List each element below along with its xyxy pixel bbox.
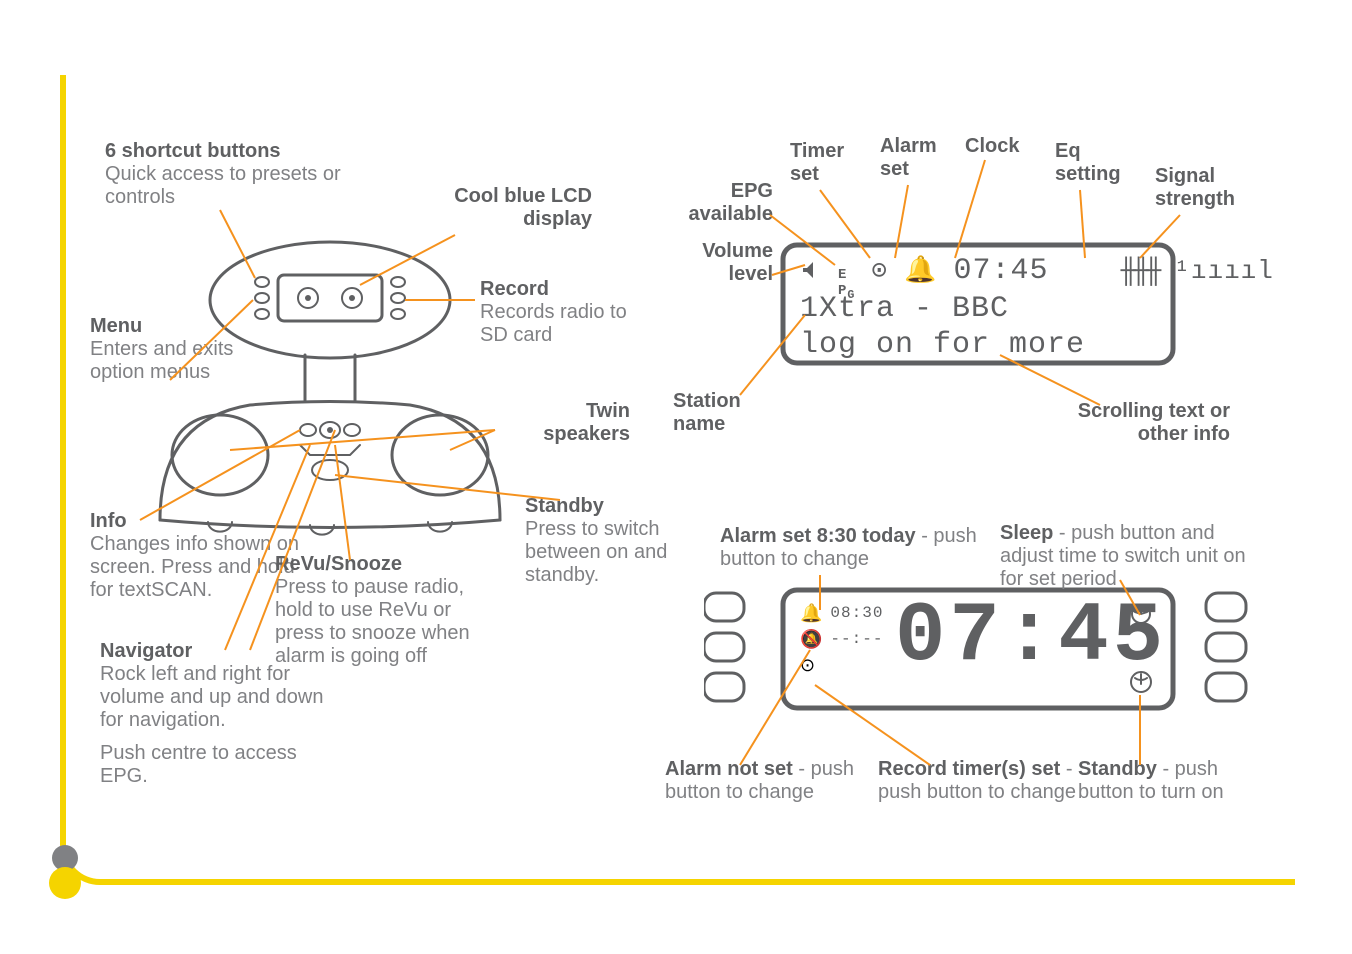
nav-title: Navigator <box>100 640 330 663</box>
alarmset-title: Alarm set 8:30 today <box>720 525 916 547</box>
menu-title: Menu <box>90 315 250 338</box>
alarm-icon: 🔔 <box>904 255 937 286</box>
signal-icon: ¹ııııl <box>1174 256 1274 286</box>
bell-set-icon: 🔔 <box>800 603 822 624</box>
lcd1-label-epg: EPG available <box>673 180 773 226</box>
lcd1-label-eq: Eq setting <box>1055 140 1135 186</box>
lcd1-label-volume: Volume level <box>673 240 773 286</box>
eq-icon: ╫╫╫ <box>1120 256 1158 286</box>
revu-title: ReVu/Snooze <box>275 553 505 576</box>
lcd2-label-rectimer: Record timer(s) set - push button to cha… <box>878 758 1078 804</box>
standby2-title: Standby <box>1078 758 1157 780</box>
lcd2-label-sleep: Sleep - push button and adjust time to s… <box>1000 522 1270 591</box>
lcd1-label-station: Station name <box>673 390 773 436</box>
shortcut-body: Quick access to presets or controls <box>105 163 365 209</box>
info-body: Changes info shown on screen. Press and … <box>90 533 300 602</box>
alarmnot-title: Alarm not set <box>665 758 793 780</box>
standby-body: Press to switch between on and standby. <box>525 518 675 587</box>
record-title: Record <box>480 278 630 301</box>
lcd1-label-scroll: Scrolling text or other info <box>1030 400 1230 446</box>
label-standby: Standby Press to switch between on and s… <box>525 495 675 587</box>
rec-timer-icon: ⊙ <box>800 655 815 676</box>
label-menu: Menu Enters and exits option menus <box>90 315 250 384</box>
label-record: Record Records radio to SD card <box>480 278 630 347</box>
lcd2-right-icons <box>1125 602 1165 702</box>
lcd1-clock: 07:45 <box>953 254 1048 288</box>
record-body: Records radio to SD card <box>480 301 630 347</box>
standby-title: Standby <box>525 495 675 518</box>
info-title: Info <box>90 510 300 533</box>
bell-unset-icon: 🔕 <box>800 629 822 650</box>
timer-icon: ⊙ <box>871 255 888 286</box>
label-info: Info Changes info shown on screen. Press… <box>90 510 300 602</box>
label-shortcut: 6 shortcut buttons Quick access to prese… <box>105 140 365 209</box>
rectimer-title: Record timer(s) set <box>878 758 1060 780</box>
lcd2-content: 🔔 08:30 🔕 --:-- ⊙ <box>800 600 883 678</box>
lcd1-label-signal: Signal strength <box>1155 165 1275 211</box>
lcd2-alarm-not-time: --:-- <box>830 630 883 648</box>
twin-title: Twin speakers <box>500 400 630 446</box>
lcd1-label-alarm: Alarm set <box>880 135 960 181</box>
device-illustration <box>130 230 530 540</box>
sleep-title: Sleep <box>1000 522 1053 544</box>
nav-body2: Push centre to access EPG. <box>100 742 330 788</box>
nav-body1: Rock left and right for volume and up an… <box>100 663 330 732</box>
lcd1-row2: 1Xtra - BBC <box>800 292 1009 326</box>
lcd-title: Cool blue LCD display <box>412 185 592 231</box>
label-lcd: Cool blue LCD display <box>412 185 592 231</box>
lcd2-label-alarmnot: Alarm not set - push button to change <box>665 758 855 804</box>
label-nav: Navigator Rock left and right for volume… <box>100 640 330 788</box>
label-twin: Twin speakers <box>500 400 630 446</box>
volume-icon <box>800 256 822 278</box>
lcd1-label-clock: Clock <box>965 135 1019 158</box>
shortcut-title: 6 shortcut buttons <box>105 140 365 163</box>
decoration-bulb <box>45 843 85 899</box>
lcd2-alarm-set-time: 08:30 <box>830 604 883 622</box>
lcd2-label-standby: Standby - push button to turn on <box>1078 758 1268 804</box>
lcd2-label-alarmset: Alarm set 8:30 today - push button to ch… <box>720 525 1000 571</box>
lcd1-label-timer: Timer set <box>790 140 870 186</box>
menu-body: Enters and exits option menus <box>90 338 250 384</box>
lcd1-row3: log on for more <box>800 328 1085 362</box>
